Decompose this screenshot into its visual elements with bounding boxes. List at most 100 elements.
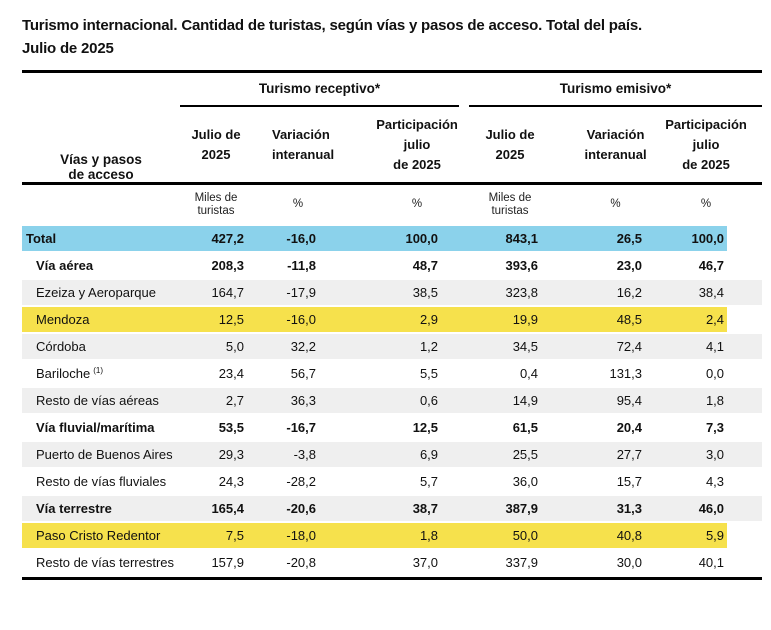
value-cell: -16,0 — [252, 307, 324, 334]
value-cell: 72,4 — [556, 334, 651, 361]
value-cell: 38,5 — [324, 280, 465, 307]
row-spacer — [727, 361, 763, 388]
value-cell: -20,6 — [252, 496, 324, 523]
value-cell: 4,3 — [650, 469, 728, 496]
value-cell: 2,4 — [650, 307, 728, 334]
value-cell: 12,5 — [180, 307, 252, 334]
value-cell: 4,1 — [650, 334, 728, 361]
value-cell: 208,3 — [180, 253, 252, 280]
value-cell: 20,4 — [556, 415, 651, 442]
value-cell: -18,0 — [252, 523, 324, 550]
value-cell: -17,9 — [252, 280, 324, 307]
value-cell: 29,3 — [180, 442, 252, 469]
value-cell: 100,0 — [650, 226, 728, 253]
table-row: Resto de vías aéreas 2,7 36,3 0,6 14,9 95,4 1,… — [22, 388, 763, 415]
row-label: Resto de vías fluviales — [22, 469, 180, 496]
value-cell: 164,7 — [180, 280, 252, 307]
group-header-row: Vías y pasos de acceso Turismo receptivo… — [22, 73, 763, 185]
value-cell: 25,5 — [464, 442, 557, 469]
value-cell: 38,7 — [324, 496, 465, 523]
unit-emisivo-participacion: % — [650, 185, 763, 226]
row-spacer — [727, 334, 763, 361]
value-cell: 427,2 — [180, 226, 252, 253]
value-cell: -28,2 — [252, 469, 324, 496]
col-header-emisivo-variacion: Variación interanual — [556, 107, 651, 185]
page-title-line2: Julio de 2025 — [22, 40, 114, 57]
col-header-emisivo-participacion: Participación julio de 2025 — [650, 107, 763, 185]
value-cell: 37,0 — [324, 550, 465, 577]
value-cell: 15,7 — [556, 469, 651, 496]
corner-header: Vías y pasos de acceso — [22, 73, 180, 185]
value-cell: -16,7 — [252, 415, 324, 442]
unit-receptivo-variacion: % — [252, 185, 324, 226]
value-cell: 27,7 — [556, 442, 651, 469]
row-label: Paso Cristo Redentor — [22, 523, 180, 550]
value-cell: 843,1 — [464, 226, 557, 253]
table-row: Vía aérea 208,3 -11,8 48,7 393,6 23,0 46,7 — [22, 253, 763, 280]
value-cell: 53,5 — [180, 415, 252, 442]
value-cell: 26,5 — [556, 226, 651, 253]
col-header-emisivo-julio: Julio de 2025 — [464, 107, 557, 185]
value-cell: 24,3 — [180, 469, 252, 496]
value-cell: 0,4 — [464, 361, 557, 388]
value-cell: 3,0 — [650, 442, 728, 469]
value-cell: 34,5 — [464, 334, 557, 361]
value-cell: 95,4 — [556, 388, 651, 415]
value-cell: 23,4 — [180, 361, 252, 388]
row-spacer — [727, 523, 763, 550]
value-cell: -11,8 — [252, 253, 324, 280]
value-cell: 40,1 — [650, 550, 728, 577]
table-row: Resto de vías terrestres 157,9 -20,8 37,0 33… — [22, 550, 763, 577]
value-cell: 5,0 — [180, 334, 252, 361]
value-cell: 46,7 — [650, 253, 728, 280]
row-label: Resto de vías aéreas — [22, 388, 180, 415]
row-spacer — [727, 415, 763, 442]
value-cell: 61,5 — [464, 415, 557, 442]
table-row: Paso Cristo Redentor 7,5 -18,0 1,8 50,0 40,8 5… — [22, 523, 763, 550]
footnote-marker: (1) — [93, 365, 103, 375]
value-cell: 0,0 — [650, 361, 728, 388]
value-cell: 131,3 — [556, 361, 651, 388]
value-cell: 387,9 — [464, 496, 557, 523]
row-spacer — [727, 307, 763, 334]
unit-receptivo-julio: Miles de turistas — [180, 185, 252, 226]
value-cell: -16,0 — [252, 226, 324, 253]
value-cell: 30,0 — [556, 550, 651, 577]
row-label: Ezeiza y Aeroparque — [22, 280, 180, 307]
value-cell: 165,4 — [180, 496, 252, 523]
value-cell: 2,9 — [324, 307, 465, 334]
table-row: Vía fluvial/marítima 53,5 -16,7 12,5 61,5 20,… — [22, 415, 763, 442]
units-empty-cell — [22, 185, 180, 226]
value-cell: 14,9 — [464, 388, 557, 415]
value-cell: 23,0 — [556, 253, 651, 280]
value-cell: 36,3 — [252, 388, 324, 415]
table-row: Mendoza 12,5 -16,0 2,9 19,9 48,5 2,4 — [22, 307, 763, 334]
value-cell: 5,9 — [650, 523, 728, 550]
group-receptivo: Turismo receptivo* — [180, 73, 464, 107]
row-label: Total — [22, 226, 180, 253]
table-row: Córdoba 5,0 32,2 1,2 34,5 72,4 4,1 — [22, 334, 763, 361]
table-row: Ezeiza y Aeroparque 164,7 -17,9 38,5 323,8 16… — [22, 280, 763, 307]
value-cell: 40,8 — [556, 523, 651, 550]
table-row: Vía terrestre 165,4 -20,6 38,7 387,9 31,3 46,0 — [22, 496, 763, 523]
row-spacer — [727, 442, 763, 469]
row-label: Mendoza — [22, 307, 180, 334]
value-cell: 16,2 — [556, 280, 651, 307]
row-spacer — [727, 496, 763, 523]
value-cell: 56,7 — [252, 361, 324, 388]
value-cell: 337,9 — [464, 550, 557, 577]
value-cell: 157,9 — [180, 550, 252, 577]
value-cell: 1,8 — [650, 388, 728, 415]
row-spacer — [727, 226, 763, 253]
value-cell: 100,0 — [324, 226, 465, 253]
col-header-receptivo-julio: Julio de 2025 — [180, 107, 252, 185]
row-label: Vía terrestre — [22, 496, 180, 523]
value-cell: 31,3 — [556, 496, 651, 523]
value-cell: -20,8 — [252, 550, 324, 577]
table-body: Total 427,2 -16,0 100,0 843,1 26,5 100,0 Vía aé… — [22, 226, 763, 577]
tourism-table: Vías y pasos de acceso Turismo receptivo… — [22, 70, 763, 580]
row-spacer — [727, 469, 763, 496]
table-row: Resto de vías fluviales 24,3 -28,2 5,7 36,0 1… — [22, 469, 763, 496]
col-header-receptivo-variacion: Variación interanual — [252, 107, 334, 185]
unit-receptivo-participacion: % — [324, 185, 465, 226]
